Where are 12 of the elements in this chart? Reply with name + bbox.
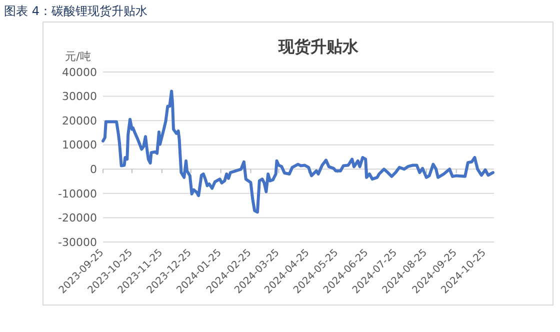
y-tick-label: 0 xyxy=(90,162,97,176)
y-tick-label: 10000 xyxy=(62,138,97,152)
y-tick-label: 20000 xyxy=(62,114,97,128)
y-tick-label: -10000 xyxy=(58,187,97,200)
y-tick-label: -20000 xyxy=(58,212,97,225)
y-tick-label: 40000 xyxy=(62,66,97,79)
line-series xyxy=(102,90,495,214)
y-tick-label: 30000 xyxy=(62,90,97,104)
chart-subtitle: 现货升贴水 xyxy=(278,37,360,56)
chart-title: 图表 4：碳酸锂现货升贴水 xyxy=(4,4,148,18)
y-tick-label: -30000 xyxy=(58,236,97,249)
y-axis-title: 元/吨 xyxy=(65,50,91,63)
